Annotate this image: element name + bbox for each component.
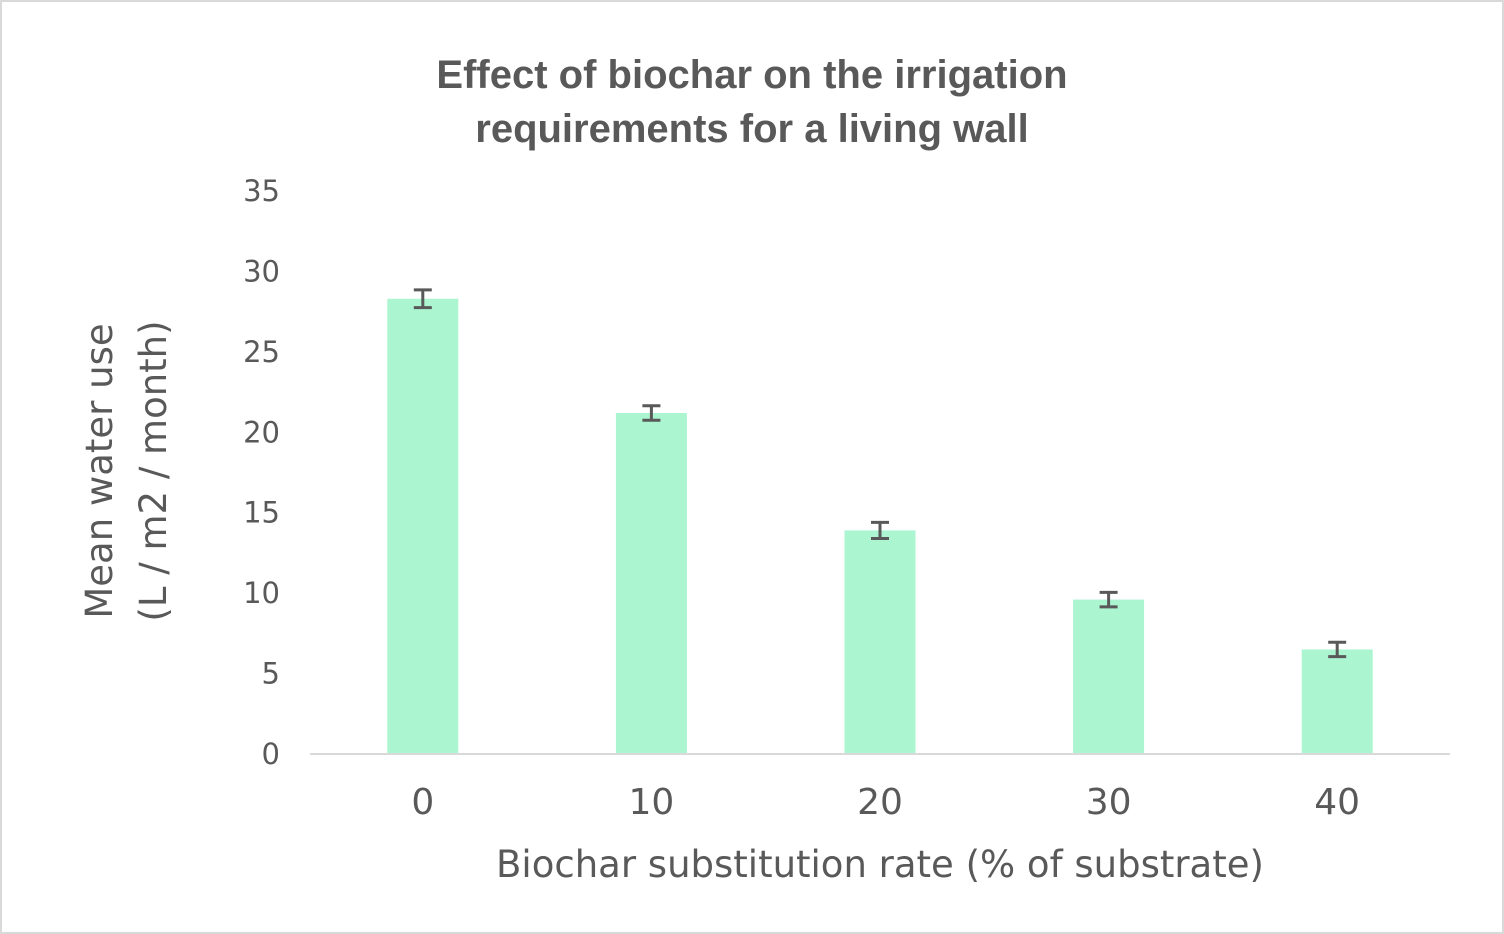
error-bar-0: [413, 288, 432, 310]
chart-title-line-2: requirements for a living wall: [475, 107, 1028, 151]
x-axis-label: Biochar substitution rate (% of substrat…: [496, 843, 1264, 886]
bar-0: [387, 298, 459, 754]
y-tick-label: 5: [262, 657, 280, 691]
y-tick-label: 35: [243, 174, 280, 208]
y-tick-label: 0: [262, 737, 280, 771]
y-tick-label: 10: [243, 576, 280, 610]
error-bar-10: [642, 404, 661, 422]
x-tick-label: 0: [411, 782, 434, 823]
y-axis-label: Mean water use (L / m2 / month): [78, 320, 175, 621]
chart-title-line-1: Effect of biochar on the irrigation: [436, 53, 1067, 97]
y-axis-ticks: 0 5 10 15 20 25 30 35: [243, 174, 280, 771]
bar-40: [1301, 649, 1373, 754]
x-axis-ticks: 0 10 20 30 40: [411, 782, 1360, 823]
bar-20: [844, 530, 916, 754]
x-tick-label: 20: [857, 782, 903, 823]
x-tick-label: 10: [628, 782, 674, 823]
y-tick-label: 25: [243, 335, 280, 369]
y-tick-label: 20: [243, 415, 280, 449]
error-bar-40: [1328, 640, 1347, 659]
y-tick-label: 15: [243, 496, 280, 530]
bars: [387, 298, 1373, 754]
error-bars: [413, 288, 1347, 659]
chart-title: Effect of biochar on the irrigation requ…: [436, 53, 1067, 151]
bar-10: [615, 412, 687, 754]
bar-30: [1073, 599, 1145, 754]
error-bar-20: [871, 520, 889, 540]
y-axis-label-line-2: (L / m2 / month): [132, 320, 175, 621]
error-bar-30: [1099, 590, 1118, 609]
x-tick-label: 40: [1314, 782, 1360, 823]
y-axis-label-line-1: Mean water use: [78, 323, 121, 618]
x-tick-label: 30: [1086, 782, 1132, 823]
y-tick-label: 30: [243, 254, 280, 288]
